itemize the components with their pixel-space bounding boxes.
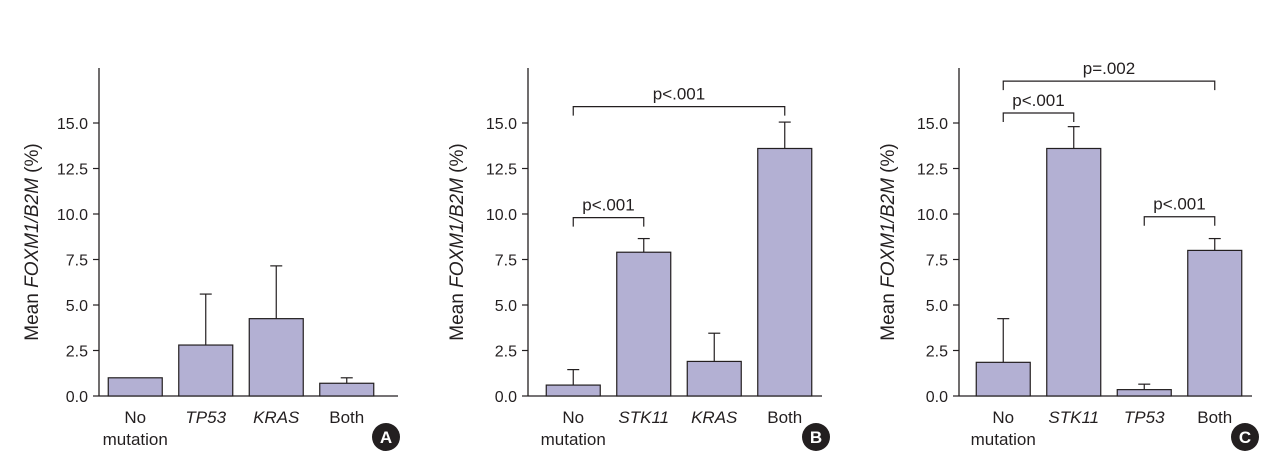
y-tick-label: 15.0 <box>917 116 948 133</box>
panel-label-badge: A <box>372 423 400 451</box>
y-tick-label: 2.5 <box>495 344 517 361</box>
x-category-label: Both <box>329 408 364 427</box>
y-tick-label: 7.5 <box>66 253 88 270</box>
bar <box>1187 249 1243 397</box>
y-tick-label: 15.0 <box>486 116 517 133</box>
significance-bracket <box>572 217 645 227</box>
x-category-label: mutation <box>971 430 1036 449</box>
significance-label: p<.001 <box>1012 91 1064 110</box>
bar <box>616 251 672 397</box>
y-tick-label: 12.5 <box>486 162 517 179</box>
y-tick-label: 2.5 <box>66 344 88 361</box>
y-tick-label: 5.0 <box>66 298 88 315</box>
y-tick-label: 10.0 <box>917 207 948 224</box>
bar <box>319 382 375 397</box>
panel-badge-circle <box>802 423 830 451</box>
y-tick-label: 10.0 <box>486 207 517 224</box>
y-tick-label: 12.5 <box>917 162 948 179</box>
y-tick-label: 5.0 <box>926 298 948 315</box>
x-category-label: No <box>992 408 1014 427</box>
x-category-label: No <box>562 408 584 427</box>
significance-label: p<.001 <box>582 196 634 215</box>
y-tick-label: 7.5 <box>495 253 517 270</box>
y-tick-label: 0.0 <box>926 389 948 406</box>
panel-label: B <box>810 428 822 447</box>
significance-bracket <box>1002 80 1216 91</box>
significance-bracket <box>1002 112 1075 122</box>
y-tick-label: 2.5 <box>926 344 948 361</box>
y-tick-label: 12.5 <box>57 162 88 179</box>
y-axis-label: Mean FOXM1/B2M (%) <box>22 143 43 340</box>
x-category-label: KRAS <box>691 408 738 427</box>
y-tick-label: 10.0 <box>57 207 88 224</box>
y-axis-label: Mean FOXM1/B2M (%) <box>878 143 899 340</box>
x-category-label: STK11 <box>618 408 669 427</box>
significance-bracket <box>572 106 786 116</box>
panel-label: C <box>1239 428 1251 447</box>
significance-bracket <box>1143 216 1216 226</box>
significance-label: p<.001 <box>653 85 705 104</box>
x-category-label: TP53 <box>185 408 226 427</box>
x-category-label: mutation <box>541 430 606 449</box>
bar <box>248 318 304 397</box>
bar <box>686 360 742 397</box>
x-category-label: TP53 <box>1124 408 1165 427</box>
panel-label: A <box>380 428 392 447</box>
bar <box>1046 147 1102 397</box>
bar <box>107 377 163 397</box>
x-category-label: Both <box>767 408 802 427</box>
bar <box>545 384 601 397</box>
panel-label-badge: B <box>802 423 830 451</box>
x-category-label: Both <box>1197 408 1232 427</box>
panel-label-badge: C <box>1231 423 1259 451</box>
x-category-label: No <box>124 408 146 427</box>
y-tick-label: 15.0 <box>57 116 88 133</box>
bar <box>178 344 234 397</box>
y-tick-label: 5.0 <box>495 298 517 315</box>
bar <box>1116 389 1172 397</box>
chart-panel-a: 0.0 2.5 5.0 7.5 10.0 12.5 15.0 Mean FOXM1/B2M (… <box>22 68 400 451</box>
y-tick-label: 0.0 <box>495 389 517 406</box>
x-category-label: mutation <box>103 430 168 449</box>
y-tick-label: 0.0 <box>66 389 88 406</box>
panel-badge-circle <box>372 423 400 451</box>
bar <box>975 361 1031 397</box>
chart-panel-b: 0.0 2.5 5.0 7.5 10.0 12.5 15.0 Mean FOXM1/B2M (… <box>447 68 830 451</box>
y-axis-label: Mean FOXM1/B2M (%) <box>447 143 468 340</box>
y-tick-label: 7.5 <box>926 253 948 270</box>
x-category-label: STK11 <box>1048 408 1099 427</box>
x-category-label: KRAS <box>253 408 300 427</box>
chart-panel-c: 0.0 2.5 5.0 7.5 10.0 12.5 15.0 Mean FOXM1/B2M (… <box>878 59 1259 451</box>
panel-badge-circle <box>1231 423 1259 451</box>
significance-label: p=.002 <box>1083 59 1135 78</box>
significance-label: p<.001 <box>1153 195 1205 214</box>
bar <box>757 147 813 397</box>
